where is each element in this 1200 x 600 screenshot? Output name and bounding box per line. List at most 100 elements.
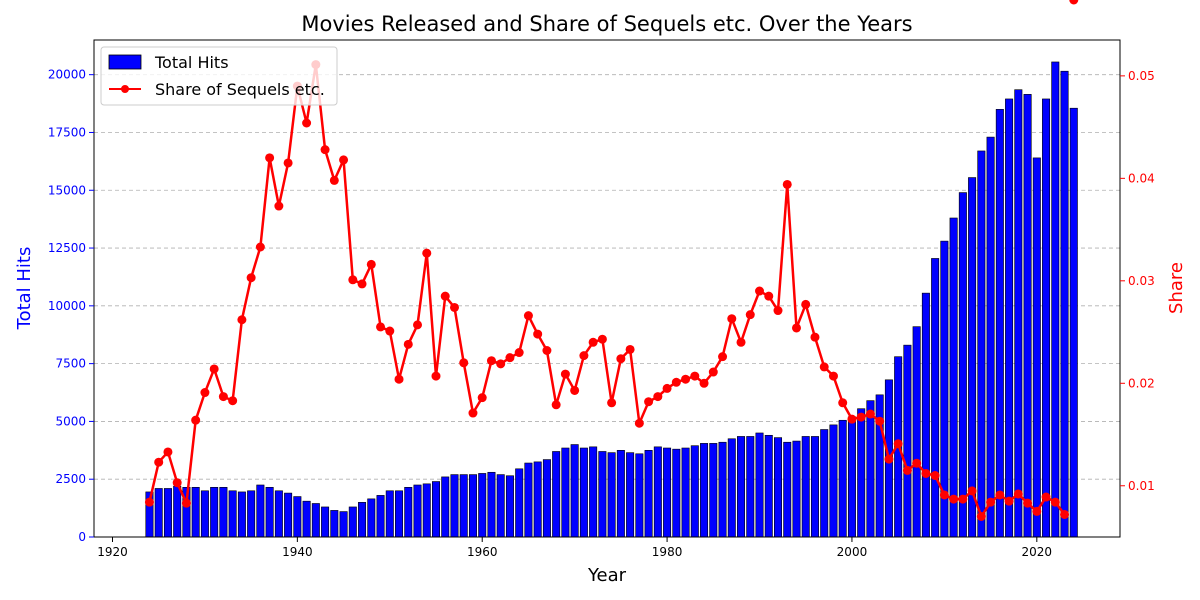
bar [274,490,283,538]
line-point [634,418,644,428]
line-point [329,175,339,185]
bar [311,503,320,538]
line-point [1069,0,1079,5]
bar [838,419,847,538]
line-point [958,494,968,504]
bar [875,394,884,538]
bar [367,498,376,538]
bar [1069,107,1078,538]
line-point [801,299,811,309]
line-point [939,490,949,500]
line-point [505,353,515,363]
line-point [320,145,330,155]
bar-series [145,61,1078,538]
line-point [625,344,635,354]
bar [635,453,644,538]
bar [607,452,616,538]
bar [561,447,570,538]
axes: 1920 1940 1960 1980 2000 2020 0 2500 5000 7500 100… [48,39,1155,559]
bar [755,432,764,538]
line-point [718,352,728,362]
line-point [357,279,367,289]
line-point [172,478,182,488]
line-point [828,371,838,381]
legend-frame [100,46,338,106]
bar [589,446,598,538]
line-point [403,339,413,349]
legend-bar-swatch [108,54,142,70]
bar [524,462,533,538]
line-point [533,329,543,339]
line-point [449,302,459,312]
line-point [385,326,395,336]
bar [931,258,940,538]
line-point [413,320,423,330]
x-tick-label: 2020 [1022,545,1053,559]
line-point [653,392,663,402]
bar [598,451,607,538]
bar [986,136,995,538]
bar [764,434,773,538]
line-point [607,398,617,408]
line-point [773,306,783,316]
line-point [459,358,469,368]
line-point [745,310,755,320]
bar [746,436,755,538]
line-point [255,242,265,252]
line-point [856,412,866,422]
left-tick-label: 17500 [48,125,86,139]
left-tick-label: 12500 [48,241,86,255]
right-tick-label: 0.01 [1128,479,1155,493]
bar [200,490,209,538]
bar [810,436,819,538]
left-tick-label: 0 [78,530,86,544]
line-point [921,468,931,478]
bar [496,474,505,538]
left-axis-label: Total Hits [14,247,35,331]
line-point [847,414,857,424]
bar [921,292,930,538]
bar [302,500,311,538]
x-tick-label: 1920 [97,545,128,559]
line-point [967,486,977,496]
right-tick-label: 0.03 [1128,274,1155,288]
line-point [246,273,256,283]
bar [533,461,542,538]
line-point [1032,506,1042,516]
bar [265,486,274,538]
bar [468,474,477,538]
line-point [782,179,792,189]
bar [681,447,690,538]
bar [792,440,801,538]
line-point [588,337,598,347]
line-point [884,454,894,464]
bar [820,429,829,538]
bar [912,326,921,538]
line-point [440,291,450,301]
bar [774,437,782,538]
bar [949,217,958,538]
bar [487,471,496,538]
line-point [912,458,922,468]
line-point [570,385,580,395]
line-point [431,371,441,381]
line-point [616,354,626,364]
bar [505,475,514,538]
bar [395,490,404,538]
bar [404,486,413,538]
bar [829,424,838,538]
bar [1051,61,1060,538]
bar [432,481,440,538]
line-point [265,153,275,163]
bar [866,400,875,538]
bar [958,192,967,538]
line-point [865,409,875,419]
line-point [949,494,959,504]
line-point [681,374,691,384]
line-point [237,315,247,325]
bar [1032,157,1041,538]
bar [616,450,625,538]
line-point [1060,509,1070,519]
legend: Total Hits Share of Sequels etc. [100,46,338,106]
